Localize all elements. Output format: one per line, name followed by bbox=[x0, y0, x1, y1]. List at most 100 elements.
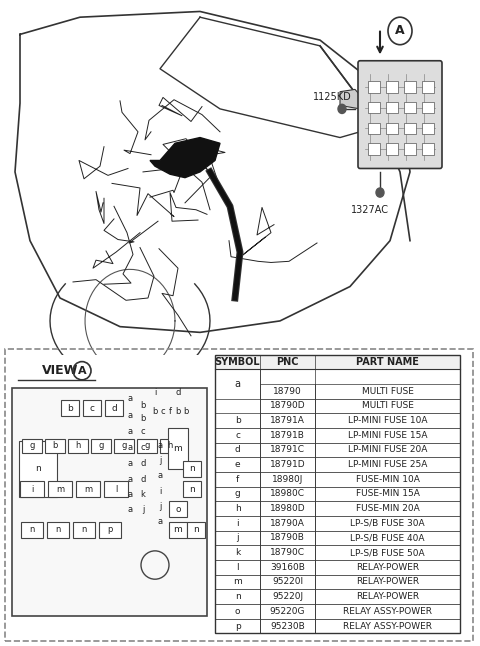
Bar bbox=[315, 486, 460, 501]
Text: a: a bbox=[127, 505, 132, 514]
Text: g: g bbox=[98, 441, 104, 450]
Bar bbox=[315, 457, 460, 472]
Bar bbox=[76, 481, 100, 497]
Bar bbox=[160, 439, 180, 453]
Bar bbox=[315, 619, 460, 633]
Text: o: o bbox=[175, 505, 181, 514]
Text: i: i bbox=[154, 388, 156, 397]
Text: f: f bbox=[236, 475, 239, 484]
Text: FUSE-MIN 20A: FUSE-MIN 20A bbox=[356, 504, 420, 513]
Bar bbox=[315, 399, 460, 413]
Text: n: n bbox=[81, 525, 87, 534]
Bar bbox=[45, 439, 65, 453]
Text: f: f bbox=[168, 407, 171, 415]
Bar bbox=[404, 123, 416, 134]
Bar bbox=[215, 619, 260, 633]
Bar bbox=[215, 443, 260, 457]
Text: 18791B: 18791B bbox=[270, 431, 305, 440]
Bar bbox=[260, 530, 315, 545]
Text: 18790C: 18790C bbox=[270, 548, 305, 557]
Bar bbox=[215, 575, 260, 589]
Bar bbox=[315, 501, 460, 516]
Text: FUSE-MIN 10A: FUSE-MIN 10A bbox=[356, 475, 420, 484]
Bar bbox=[183, 481, 201, 497]
Text: m: m bbox=[174, 444, 182, 453]
Bar bbox=[260, 575, 315, 589]
Bar bbox=[386, 123, 398, 134]
Text: n: n bbox=[35, 464, 41, 474]
Text: FUSE-MIN 15A: FUSE-MIN 15A bbox=[356, 490, 420, 499]
Polygon shape bbox=[340, 89, 365, 109]
Text: a: a bbox=[127, 475, 132, 483]
Bar bbox=[368, 123, 380, 134]
Bar bbox=[315, 560, 460, 575]
Bar bbox=[99, 521, 121, 537]
Text: a: a bbox=[157, 517, 163, 526]
Bar bbox=[260, 443, 315, 457]
Bar bbox=[260, 413, 315, 428]
Text: b: b bbox=[67, 404, 73, 413]
Bar bbox=[215, 355, 460, 633]
Bar bbox=[260, 560, 315, 575]
Text: PNC: PNC bbox=[276, 357, 299, 367]
Text: c: c bbox=[161, 407, 165, 415]
Bar bbox=[22, 439, 42, 453]
Bar bbox=[215, 355, 460, 370]
Bar bbox=[73, 521, 95, 537]
Text: o: o bbox=[235, 607, 240, 616]
Text: MULTI FUSE: MULTI FUSE bbox=[361, 387, 413, 396]
Text: c: c bbox=[235, 431, 240, 440]
Bar bbox=[315, 384, 460, 399]
Bar bbox=[169, 521, 187, 537]
Text: k: k bbox=[235, 548, 240, 557]
FancyBboxPatch shape bbox=[358, 61, 442, 169]
Bar bbox=[386, 143, 398, 155]
Bar bbox=[169, 501, 187, 517]
Bar bbox=[315, 530, 460, 545]
Bar bbox=[187, 521, 205, 537]
Bar bbox=[215, 428, 260, 443]
Text: g: g bbox=[121, 441, 127, 450]
Bar bbox=[315, 428, 460, 443]
Bar bbox=[91, 439, 111, 453]
Text: n: n bbox=[55, 525, 60, 534]
Bar bbox=[315, 575, 460, 589]
Text: a: a bbox=[157, 472, 163, 481]
Bar bbox=[260, 501, 315, 516]
Text: LP-S/B FUSE 50A: LP-S/B FUSE 50A bbox=[350, 548, 425, 557]
Bar bbox=[215, 413, 260, 428]
Bar bbox=[215, 486, 260, 501]
Bar bbox=[386, 102, 398, 114]
Text: j: j bbox=[159, 456, 161, 465]
Text: p: p bbox=[108, 525, 113, 534]
Text: b: b bbox=[140, 414, 146, 422]
Bar bbox=[260, 589, 315, 604]
Bar bbox=[168, 428, 188, 469]
Bar bbox=[12, 388, 207, 616]
Bar bbox=[215, 589, 260, 604]
Text: 95220J: 95220J bbox=[272, 592, 303, 601]
Text: VIEW: VIEW bbox=[42, 364, 78, 377]
Bar bbox=[215, 370, 260, 399]
Bar bbox=[260, 428, 315, 443]
Bar bbox=[215, 604, 260, 619]
Text: a: a bbox=[127, 443, 132, 452]
Text: 39160B: 39160B bbox=[270, 563, 305, 572]
Text: 18791C: 18791C bbox=[270, 445, 305, 454]
Text: a: a bbox=[127, 490, 132, 499]
Text: m: m bbox=[56, 484, 64, 494]
Bar bbox=[404, 102, 416, 114]
Text: LP-MINI FUSE 10A: LP-MINI FUSE 10A bbox=[348, 416, 427, 425]
Text: b: b bbox=[152, 407, 158, 415]
Text: LP-MINI FUSE 20A: LP-MINI FUSE 20A bbox=[348, 445, 427, 454]
Bar bbox=[368, 81, 380, 93]
Text: 95220G: 95220G bbox=[270, 607, 305, 616]
Text: 1125KD: 1125KD bbox=[312, 92, 351, 103]
Bar bbox=[260, 619, 315, 633]
Text: RELAY ASSY-POWER: RELAY ASSY-POWER bbox=[343, 621, 432, 630]
Bar bbox=[19, 441, 57, 497]
Text: LP-MINI FUSE 25A: LP-MINI FUSE 25A bbox=[348, 460, 427, 469]
Bar bbox=[104, 481, 128, 497]
Text: RELAY-POWER: RELAY-POWER bbox=[356, 592, 419, 601]
Text: h: h bbox=[235, 504, 240, 513]
